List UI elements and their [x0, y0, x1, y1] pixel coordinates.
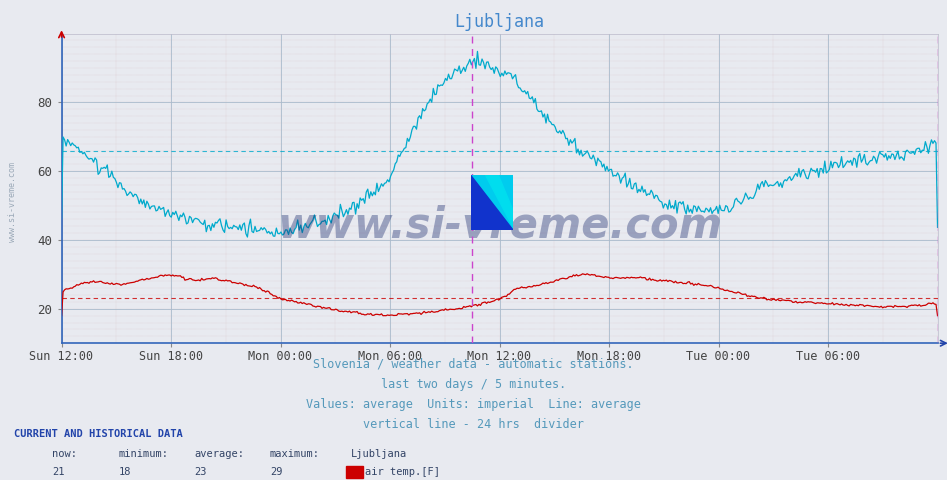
- Text: air temp.[F]: air temp.[F]: [365, 467, 439, 477]
- Text: www.si-vreme.com: www.si-vreme.com: [277, 204, 722, 247]
- Text: www.si-vreme.com: www.si-vreme.com: [8, 162, 17, 241]
- Text: vertical line - 24 hrs  divider: vertical line - 24 hrs divider: [363, 418, 584, 431]
- Text: Ljubljana: Ljubljana: [350, 449, 406, 459]
- Text: 18: 18: [118, 467, 131, 477]
- Polygon shape: [471, 175, 513, 230]
- Text: last two days / 5 minutes.: last two days / 5 minutes.: [381, 378, 566, 391]
- Polygon shape: [486, 175, 513, 228]
- Text: maximum:: maximum:: [270, 449, 320, 459]
- Title: Ljubljana: Ljubljana: [455, 12, 545, 31]
- Text: 29: 29: [270, 467, 282, 477]
- Text: CURRENT AND HISTORICAL DATA: CURRENT AND HISTORICAL DATA: [14, 429, 183, 439]
- Text: Values: average  Units: imperial  Line: average: Values: average Units: imperial Line: av…: [306, 398, 641, 411]
- Text: 23: 23: [194, 467, 206, 477]
- Text: now:: now:: [52, 449, 77, 459]
- Polygon shape: [471, 175, 513, 230]
- Text: 21: 21: [52, 467, 64, 477]
- Text: average:: average:: [194, 449, 244, 459]
- Text: minimum:: minimum:: [118, 449, 169, 459]
- Text: Slovenia / weather data - automatic stations.: Slovenia / weather data - automatic stat…: [313, 358, 634, 371]
